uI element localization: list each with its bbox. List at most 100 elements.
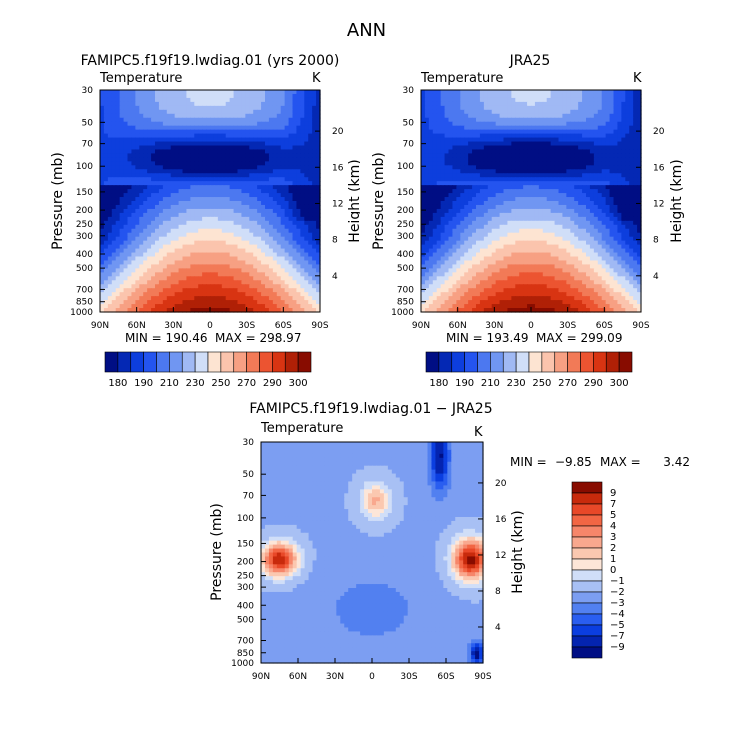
contour-cell xyxy=(147,300,152,305)
contour-cell xyxy=(515,161,520,166)
contour-cell xyxy=(562,113,567,119)
contour-cell xyxy=(229,125,235,131)
contour-cell xyxy=(558,113,564,119)
contour-cell xyxy=(570,141,575,147)
contour-cell xyxy=(597,197,603,202)
contour-cell xyxy=(452,173,457,178)
contour-cell xyxy=(115,181,121,186)
contour-cell xyxy=(151,185,156,190)
contour-cell xyxy=(229,252,235,258)
contour-cell xyxy=(479,141,485,147)
contour-cell xyxy=(249,145,254,151)
contour-cell xyxy=(597,97,603,103)
contour-cell xyxy=(249,204,254,210)
contour-cell xyxy=(213,280,219,285)
contour-cell xyxy=(217,300,223,305)
contour-cell xyxy=(558,133,564,139)
contour-cell xyxy=(158,181,164,186)
contour-cell xyxy=(202,268,207,273)
contour-cell xyxy=(292,97,298,103)
contour-cell xyxy=(210,133,215,139)
contour-cell xyxy=(511,90,516,95)
contour-cell xyxy=(468,149,473,155)
contour-cell xyxy=(617,153,622,158)
contour-cell xyxy=(174,268,180,273)
contour-cell xyxy=(292,224,298,230)
contour-cell xyxy=(198,93,203,99)
contour-cell xyxy=(111,300,117,305)
contour-cell xyxy=(147,97,152,103)
contour-cell xyxy=(476,125,481,131)
contour-cell xyxy=(296,145,301,151)
contour-cell xyxy=(574,97,579,103)
contour-cell xyxy=(491,93,497,99)
contour-cell xyxy=(503,197,509,202)
contour-cell xyxy=(143,256,148,262)
contour-cell xyxy=(210,264,215,269)
contour-cell xyxy=(511,165,516,170)
contour-cell xyxy=(202,272,207,277)
contour-cell xyxy=(217,244,223,250)
contour-cell xyxy=(436,113,442,119)
contour-cell xyxy=(143,177,148,182)
x-tick-label: 30N xyxy=(164,321,182,331)
contour-cell xyxy=(276,153,282,158)
contour-cell xyxy=(151,220,156,226)
contour-cell xyxy=(554,161,560,166)
contour-cell xyxy=(229,121,235,127)
contour-cell xyxy=(257,248,262,254)
contour-cell xyxy=(229,304,235,309)
contour-cell xyxy=(139,133,144,139)
contour-cell xyxy=(194,260,199,266)
contour-cell xyxy=(586,145,591,151)
contour-cell xyxy=(151,165,156,170)
contour-cell xyxy=(432,149,438,155)
contour-cell xyxy=(111,308,117,313)
contour-cell xyxy=(637,181,642,186)
contour-cell xyxy=(261,185,266,190)
contour-cell xyxy=(241,153,246,158)
contour-cell xyxy=(139,256,144,262)
contour-cell xyxy=(531,93,536,99)
contour-cell xyxy=(280,268,286,273)
contour-cell xyxy=(460,117,465,123)
contour-cell xyxy=(115,101,121,107)
contour-cell xyxy=(316,224,321,230)
contour-cell xyxy=(123,264,129,269)
contour-cell xyxy=(245,169,250,174)
contour-cell xyxy=(468,181,473,186)
contour-cell xyxy=(304,165,309,170)
contour-cell xyxy=(225,189,231,194)
contour-cell xyxy=(261,197,266,202)
contour-cell xyxy=(613,185,619,190)
contour-cell xyxy=(233,193,239,198)
contour-cell xyxy=(210,276,215,281)
contour-cell xyxy=(621,97,626,103)
contour-cell xyxy=(182,308,188,313)
contour-cell xyxy=(135,264,140,269)
contour-cell xyxy=(202,300,207,305)
contour-cell xyxy=(523,149,528,155)
contour-cell xyxy=(629,113,634,119)
contour-cell xyxy=(213,248,219,254)
contour-cell xyxy=(280,141,286,147)
contour-cell xyxy=(288,93,294,99)
contour-cell xyxy=(194,157,199,162)
contour-cell xyxy=(460,101,465,107)
contour-cell xyxy=(131,208,136,214)
contour-cell xyxy=(523,212,528,218)
contour-cell xyxy=(597,181,603,186)
contour-cell xyxy=(464,181,469,186)
contour-cell xyxy=(198,157,203,162)
contour-cell xyxy=(296,236,301,242)
contour-cell xyxy=(241,169,246,174)
contour-cell xyxy=(296,292,301,297)
contour-cell xyxy=(186,256,191,262)
contour-cell xyxy=(589,137,595,143)
contour-cell xyxy=(151,272,156,277)
contour-cell xyxy=(100,240,105,246)
contour-cell xyxy=(162,240,168,246)
contour-cell xyxy=(213,181,219,186)
contour-cell xyxy=(597,113,603,119)
contour-cell xyxy=(190,268,195,273)
